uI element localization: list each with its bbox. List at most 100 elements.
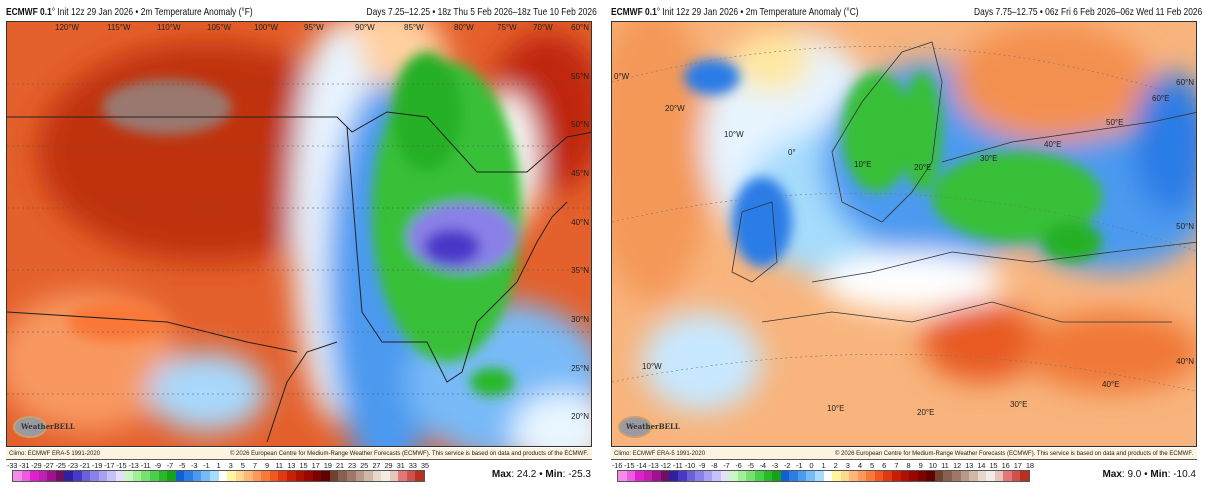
colorbar-tick-label: -2: [783, 461, 791, 470]
colorbar-swatch: [772, 471, 781, 481]
max-min-readout: Max: 24.2 • Min: -25.3: [491, 469, 591, 480]
colorbar-tick-label: 16: [1001, 461, 1010, 470]
colorbar-tick-label: -3: [771, 461, 779, 470]
climo-note: Climo: ECMWF ERA-5 1991-2020: [9, 451, 101, 457]
colorbar-tick-label: 3: [228, 461, 233, 470]
colorbar-tick-label: -19: [91, 461, 103, 470]
colorbar-swatch: [994, 471, 1004, 481]
colorbar-swatch: [849, 471, 858, 481]
colorbar-swatch: [943, 471, 952, 481]
colorbar-swatch: [883, 471, 892, 481]
colorbar-swatch: [797, 471, 807, 481]
grid-label: 40°E: [1102, 380, 1120, 389]
colorbar-tick-label: 9: [918, 461, 923, 470]
colorbar-swatch: [252, 471, 262, 481]
colorbar-tick-label: 8: [906, 461, 911, 470]
colorbar-swatch: [934, 471, 944, 481]
colorbar-tick-label: 15: [299, 461, 308, 470]
lon-label: 90°W: [355, 23, 375, 32]
colorbar-tick-label: -15: [624, 461, 635, 470]
colorbar-swatch: [312, 471, 322, 481]
colorbar-tick-label: 31: [396, 461, 405, 470]
colorbar-swatch: [175, 471, 185, 481]
colorbar-tick-label: -21: [79, 461, 91, 470]
colorbar-swatch: [150, 471, 159, 481]
colorbar-swatch: [21, 471, 31, 481]
colorbar-swatch: [355, 471, 365, 481]
colorbar-swatch: [789, 471, 798, 481]
europe-anomaly-panel: ECMWF 0.1° Init 12z 29 Jan 2026 • 2m Tem…: [605, 0, 1208, 489]
map-footer: Climo: ECMWF ERA-5 1991-2020 © 2026 Europ…: [6, 448, 592, 460]
colorbar-swatch: [635, 471, 644, 481]
colorbar-swatch: [72, 471, 82, 481]
grid-label: 30°E: [980, 154, 998, 163]
colorbar-swatch: [124, 471, 133, 481]
colorbar-tick-label: 17: [1013, 461, 1022, 470]
colorbar-tick-label: 6: [882, 461, 887, 470]
colorbar-swatch: [806, 471, 815, 481]
colorbar-tick-label: -31: [19, 461, 30, 470]
colorbar-tick-label: -5: [747, 461, 754, 470]
colorbar-tick-label: 17: [311, 461, 320, 470]
colorbar-swatch: [158, 471, 168, 481]
colorbar: [12, 470, 425, 482]
us-temperature-anomaly-map[interactable]: 120°W 115°W 110°W 105°W 100°W 95°W 90°W …: [6, 21, 592, 447]
colorbar-tick-label: 18: [1025, 461, 1034, 470]
colorbar-swatch: [415, 471, 424, 481]
grid-label: 10°E: [827, 404, 845, 413]
grid-label: 20°W: [665, 104, 685, 113]
colorbar-tick-label: 19: [323, 461, 332, 470]
lat-label: 60°N: [571, 23, 589, 32]
colorbar-swatch: [1020, 471, 1029, 481]
colorbar-tick-label: -4: [759, 461, 766, 470]
colorbar-swatch: [840, 471, 850, 481]
colorbar-swatch: [81, 471, 91, 481]
colorbar-tick-label: -8: [711, 461, 718, 470]
colorbar-tick-label: 35: [420, 461, 429, 470]
grid-label: 40°N: [1176, 357, 1194, 366]
colorbar-swatch: [338, 471, 347, 481]
colorbar-swatch: [695, 471, 704, 481]
europe-map-field: [612, 22, 1196, 446]
colorbar-tick-label: 0: [809, 461, 814, 470]
colorbar-labels: -16 -15 -14 -13 -12 -11 -10 -9 -8 -7 -6 -5 -4 -3 -2 -1 0…: [611, 461, 1036, 470]
colorbar-swatch: [295, 471, 305, 481]
colorbar-swatch: [951, 471, 961, 481]
colorbar-tick-label: 4: [857, 461, 862, 470]
colorbar-tick-label: -16: [611, 461, 623, 470]
lat-label: 20°N: [571, 412, 589, 421]
colorbar-tick-label: 21: [335, 461, 344, 470]
colorbar-tick-label: -10: [684, 461, 696, 470]
colorbar-tick-label: 33: [408, 461, 417, 470]
colorbar-swatch: [892, 471, 901, 481]
colorbar-swatch: [381, 471, 390, 481]
colorbar-swatch: [98, 471, 108, 481]
colorbar-swatch: [763, 471, 773, 481]
lon-label: 100°W: [254, 23, 279, 32]
colorbar-tick-label: 5: [870, 461, 875, 470]
colorbar-swatch: [218, 471, 228, 481]
lat-label: 50°N: [571, 120, 589, 129]
lat-label: 40°N: [571, 218, 589, 227]
colorbar-tick-label: -23: [67, 461, 78, 470]
grid-label: 50°E: [1106, 118, 1124, 127]
lat-label: 35°N: [571, 266, 589, 275]
colorbar-tick-label: -1: [203, 461, 210, 470]
colorbar-tick-label: -15: [116, 461, 127, 470]
map-footer: Climo: ECMWF ERA-5 1991-2020 © 2026 Europ…: [611, 448, 1197, 460]
colorbar-swatch: [866, 471, 875, 481]
colorbar-tick-label: 1: [216, 461, 221, 470]
colorbar-swatch: [269, 471, 279, 481]
colorbar-swatch: [686, 471, 696, 481]
grid-label: 0°W: [614, 72, 630, 81]
grid-label: 10°W: [642, 362, 662, 371]
colorbar-tick-label: -7: [723, 461, 730, 470]
europe-temperature-anomaly-map[interactable]: 0°W 20°W 10°W 0° 10°E 20°E 30°E 40°E 50°…: [611, 21, 1197, 447]
lat-label: 25°N: [571, 364, 589, 373]
colorbar-labels: -33 -31 -29 -27 -25 -23 -21 -19 -17 -15 -13 -11 -9 -7…: [6, 461, 431, 470]
colorbar-swatch: [737, 471, 747, 481]
colorbar-swatch: [720, 471, 730, 481]
colorbar-swatch: [909, 471, 918, 481]
colorbar-tick-label: -25: [55, 461, 66, 470]
colorbar-tick-label: 11: [275, 461, 283, 470]
